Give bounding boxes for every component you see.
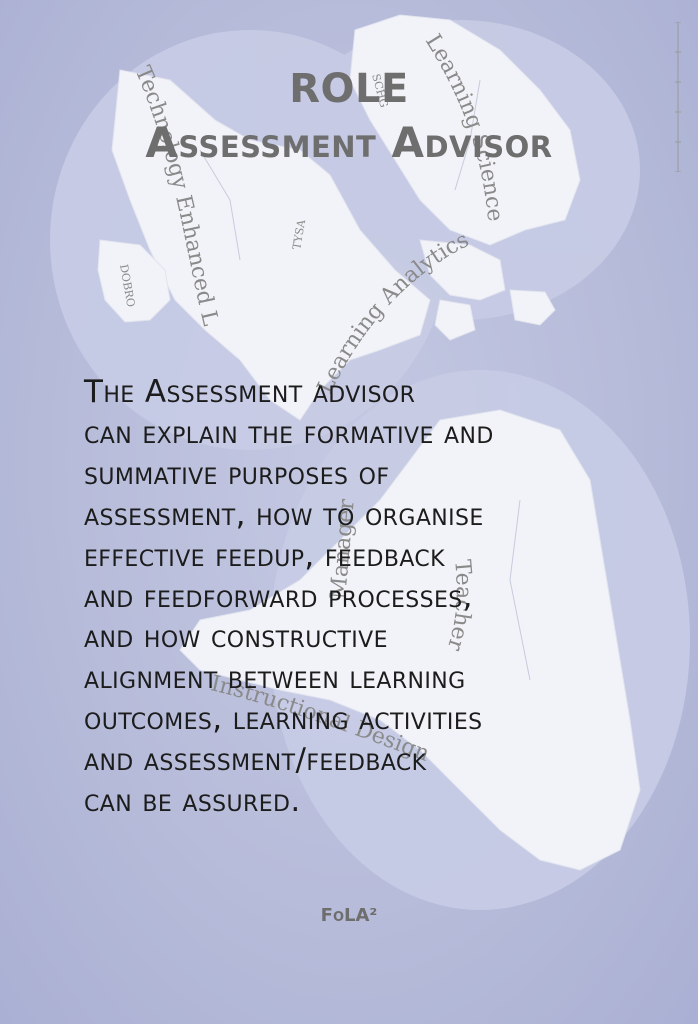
role-heading: ROLE (289, 66, 409, 112)
description-line: and how constructive (84, 619, 388, 656)
island-northeast (349, 14, 581, 246)
footer-label: FoLA² (320, 905, 378, 926)
description-line: and assessment/feedback (84, 742, 427, 779)
role-title: Assessment Advisor (145, 118, 553, 167)
island-middle (419, 239, 506, 301)
map-scale-bar (672, 21, 686, 173)
island-small-1 (509, 289, 556, 326)
description-line: alignment between learning (84, 660, 466, 697)
island-dobro (97, 239, 171, 323)
island-south (179, 409, 641, 871)
role-description: The Assessment advisor can explain the f… (84, 372, 664, 822)
description-line: can be assured. (84, 783, 301, 820)
description-line: effective feedup, feedback (84, 537, 446, 574)
description-line: assessment, how to organise (84, 496, 484, 533)
description-line: The Assessment advisor (84, 374, 416, 410)
description-line: and feedforward processes, (84, 578, 473, 615)
island-small-2 (434, 299, 476, 341)
land-masses (97, 14, 641, 871)
description-line: outcomes, learning activities (84, 701, 483, 738)
rivers (199, 79, 531, 681)
description-line: summative purposes of (84, 455, 390, 492)
map-label-tysa: TYSA (290, 218, 308, 251)
description-line: can explain the formative and (84, 414, 494, 451)
